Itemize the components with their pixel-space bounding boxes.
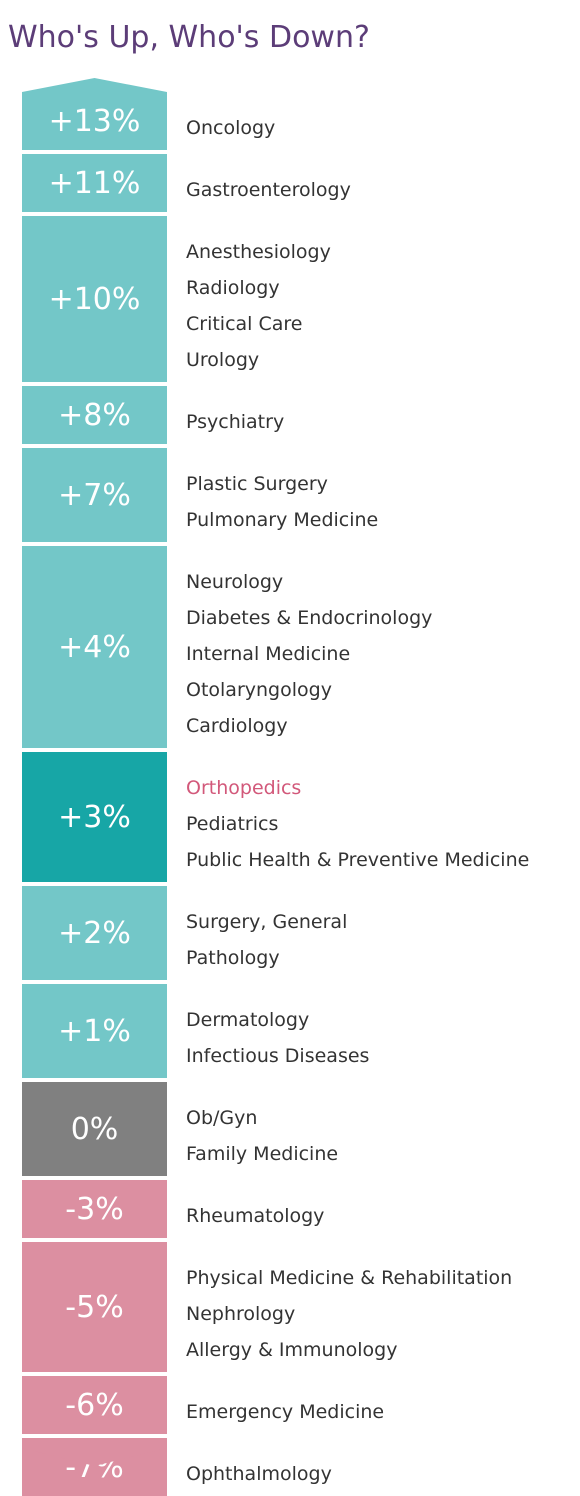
specialty-name: Pathology	[186, 947, 280, 969]
specialty-name: Ophthalmology	[186, 1463, 332, 1485]
specialty-name: Otolaryngology	[186, 679, 332, 701]
specialty-list: Rheumatology	[186, 1198, 324, 1234]
up-arrow-icon	[22, 78, 167, 92]
specialty-name: Internal Medicine	[186, 643, 351, 665]
change-value: +3%	[58, 799, 131, 835]
change-block: -3%	[22, 1180, 167, 1238]
specialty-list: Oncology	[186, 110, 275, 146]
specialty-name: Family Medicine	[186, 1143, 339, 1165]
specialty-name: Psychiatry	[186, 411, 285, 433]
change-row: +10% Anesthesiology Radiology Critical Care…	[0, 216, 580, 382]
change-value: +4%	[58, 629, 131, 665]
specialty-name: Oncology	[186, 117, 276, 139]
specialty-name: Orthopedics	[186, 777, 302, 799]
specialty-name: Radiology	[186, 277, 280, 299]
change-row: +2% Surgery, General Pathology	[0, 886, 580, 980]
specialty-list: Ob/Gyn Family Medicine	[186, 1100, 338, 1172]
change-block: +10%	[22, 216, 167, 382]
change-block: +7%	[22, 448, 167, 542]
specialty-name: Critical Care	[186, 313, 303, 335]
change-block: -5%	[22, 1242, 167, 1372]
change-value: -3%	[65, 1191, 124, 1227]
change-row: 0% Ob/Gyn Family Medicine	[0, 1082, 580, 1176]
change-block: +13%	[22, 92, 167, 150]
specialty-list: Psychiatry	[186, 404, 284, 440]
change-row: +1% Dermatology Infectious Diseases	[0, 984, 580, 1078]
specialty-list: Anesthesiology Radiology Critical Care Urol…	[186, 234, 331, 378]
change-value: -5%	[65, 1289, 124, 1325]
change-block: +4%	[22, 546, 167, 748]
change-block: +1%	[22, 984, 167, 1078]
specialty-list: Neurology Diabetes & Endocrinology Interna…	[186, 564, 432, 744]
change-value: +11%	[48, 165, 141, 201]
page-title: Who's Up, Who's Down?	[8, 20, 370, 55]
specialty-name: Neurology	[186, 571, 284, 593]
change-block: +8%	[22, 386, 167, 444]
specialty-name: Anesthesiology	[186, 241, 331, 263]
specialty-name: Rheumatology	[186, 1205, 325, 1227]
change-row: +4% Neurology Diabetes & Endocrinology Inte…	[0, 546, 580, 748]
change-row: -7% Ophthalmology	[0, 1438, 580, 1496]
specialty-name: Physical Medicine & Rehabilitation	[186, 1267, 513, 1289]
change-row: -3% Rheumatology	[0, 1180, 580, 1238]
specialty-list: Plastic Surgery Pulmonary Medicine	[186, 466, 378, 538]
change-row: -6% Emergency Medicine	[0, 1376, 580, 1434]
specialty-list: Physical Medicine & Rehabilitation Nephro…	[186, 1260, 512, 1368]
specialty-name: Infectious Diseases	[186, 1045, 370, 1067]
specialty-name: Emergency Medicine	[186, 1401, 385, 1423]
specialty-name: Dermatology	[186, 1009, 310, 1031]
specialty-name: Urology	[186, 349, 260, 371]
specialty-name: Allergy & Immunology	[186, 1339, 398, 1361]
specialty-name: Cardiology	[186, 715, 288, 737]
specialty-name: Public Health & Preventive Medicine	[186, 849, 530, 871]
change-row: +3% Orthopedics Pediatrics Public Health & …	[0, 752, 580, 882]
change-block: +3%	[22, 752, 167, 882]
change-value: +7%	[58, 477, 131, 513]
specialty-name: Surgery, General	[186, 911, 348, 933]
specialty-list: Ophthalmology	[186, 1456, 332, 1492]
change-block: -6%	[22, 1376, 167, 1434]
change-value: 0%	[70, 1111, 119, 1147]
specialty-list: Orthopedics Pediatrics Public Health & Pre…	[186, 770, 529, 878]
change-row: +7% Plastic Surgery Pulmonary Medicine	[0, 448, 580, 542]
change-block: +2%	[22, 886, 167, 980]
down-arrow-icon	[22, 1448, 167, 1466]
change-row: +8% Psychiatry	[0, 386, 580, 444]
change-block: 0%	[22, 1082, 167, 1176]
specialty-name: Diabetes & Endocrinology	[186, 607, 433, 629]
change-value: +8%	[58, 397, 131, 433]
specialty-list: Emergency Medicine	[186, 1394, 384, 1430]
change-value: -6%	[65, 1387, 124, 1423]
specialty-name: Nephrology	[186, 1303, 296, 1325]
change-value: +1%	[58, 1013, 131, 1049]
specialty-list: Gastroenterology	[186, 172, 351, 208]
specialty-name: Gastroenterology	[186, 179, 351, 201]
change-value: +10%	[48, 281, 141, 317]
specialty-list: Surgery, General Pathology	[186, 904, 347, 976]
change-value: +2%	[58, 915, 131, 951]
change-row: +13% Oncology	[0, 92, 580, 150]
specialty-name: Pediatrics	[186, 813, 279, 835]
specialty-name: Ob/Gyn	[186, 1107, 258, 1129]
change-block: +11%	[22, 154, 167, 212]
specialty-name: Plastic Surgery	[186, 473, 328, 495]
change-row: +11% Gastroenterology	[0, 154, 580, 212]
change-value: +13%	[48, 103, 141, 139]
change-row: -5% Physical Medicine & Rehabilitation Nep…	[0, 1242, 580, 1372]
change-block: -7%	[22, 1438, 167, 1496]
specialty-list: Dermatology Infectious Diseases	[186, 1002, 369, 1074]
specialty-name: Pulmonary Medicine	[186, 509, 379, 531]
